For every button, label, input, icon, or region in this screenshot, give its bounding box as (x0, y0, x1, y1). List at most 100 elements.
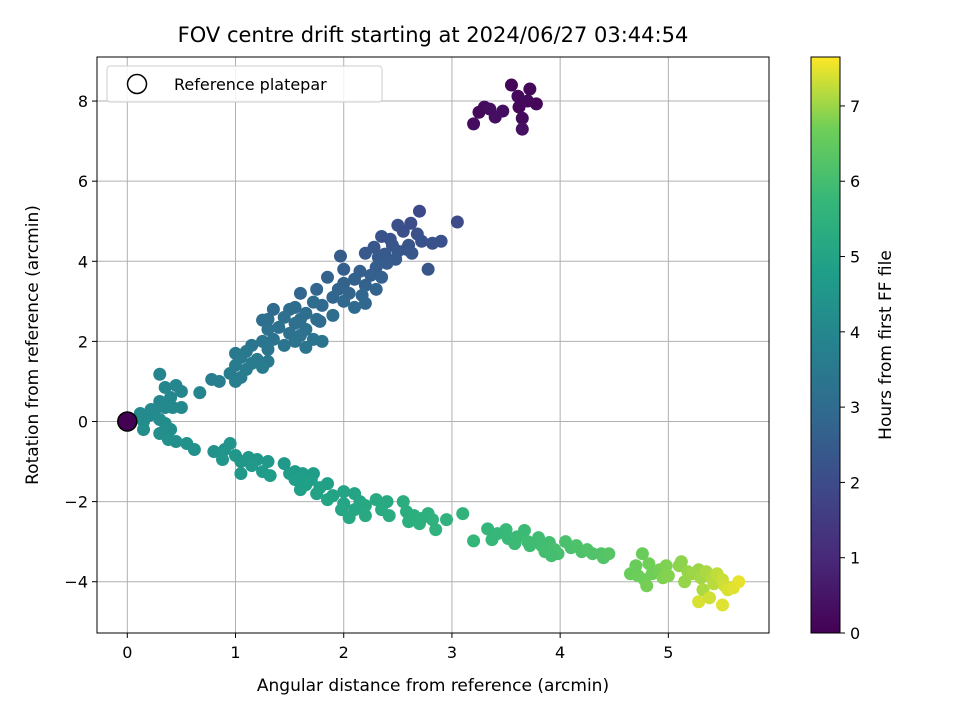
data-point (144, 402, 158, 416)
colorbar-gradient (810, 56, 841, 634)
data-point (205, 372, 219, 386)
data-points (117, 78, 746, 612)
data-point (133, 406, 147, 420)
data-point (481, 522, 495, 536)
data-point (421, 262, 435, 276)
colorbar-tick-label: 7 (850, 97, 860, 116)
data-point (483, 102, 497, 116)
data-point (229, 374, 243, 388)
data-point (277, 338, 291, 352)
data-point (234, 467, 248, 481)
data-point (467, 534, 481, 548)
data-point (272, 320, 286, 334)
colorbar-ticks: 0 1 2 3 4 5 6 7 (840, 97, 860, 643)
data-point (396, 495, 410, 509)
data-point (277, 457, 291, 471)
data-point (310, 487, 324, 501)
data-point (412, 204, 426, 218)
x-axis-ticks: 0 1 2 3 4 5 (122, 633, 673, 662)
data-point (337, 262, 351, 276)
x-tick-label: 5 (663, 643, 673, 662)
data-point (153, 367, 167, 381)
data-point (375, 270, 389, 284)
data-point (674, 555, 688, 569)
data-point (256, 360, 270, 374)
data-point (450, 215, 464, 229)
data-point (266, 302, 280, 316)
colorbar: 0 1 2 3 4 5 6 7 Hours from first FF file (810, 56, 896, 643)
data-point (320, 493, 334, 507)
data-point (659, 559, 673, 573)
data-point (137, 423, 151, 437)
data-point (313, 314, 327, 328)
data-point (642, 557, 656, 571)
data-point (288, 334, 302, 348)
data-point (288, 316, 302, 330)
data-point (216, 453, 230, 467)
grid-lines (97, 57, 769, 633)
y-tick-label: 8 (78, 92, 88, 111)
data-point (218, 443, 232, 457)
data-point (415, 511, 429, 525)
data-point (293, 483, 307, 497)
colorbar-tick-label: 3 (850, 398, 860, 417)
data-point (429, 523, 443, 537)
x-tick-label: 1 (230, 643, 240, 662)
data-point (326, 308, 340, 322)
data-point (358, 509, 372, 523)
data-point (640, 579, 654, 593)
data-point (337, 485, 351, 499)
data-point (293, 286, 307, 300)
data-point (245, 459, 259, 473)
data-point (511, 89, 525, 103)
data-point (635, 547, 649, 561)
legend-reference-marker (126, 73, 148, 95)
colorbar-tick-label: 5 (850, 248, 860, 267)
x-tick-label: 4 (555, 643, 565, 662)
data-point (358, 296, 372, 310)
data-point (692, 595, 706, 609)
data-point (544, 549, 558, 563)
data-point (169, 435, 183, 449)
data-point (337, 294, 351, 308)
data-point (315, 334, 329, 348)
y-tick-label: 6 (78, 172, 88, 191)
y-tick-label: 4 (78, 252, 88, 271)
data-point (326, 290, 340, 304)
x-tick-label: 2 (339, 643, 349, 662)
colorbar-tick-label: 2 (850, 473, 860, 492)
data-point (415, 234, 429, 248)
data-point (256, 313, 270, 327)
data-point (732, 575, 746, 589)
data-point (164, 423, 178, 437)
data-point (456, 507, 470, 521)
data-point (348, 300, 362, 314)
legend: Reference platepar (106, 65, 383, 103)
y-axis-ticks: −4 −2 0 2 4 6 8 (64, 92, 97, 592)
data-point (517, 523, 531, 537)
data-point (602, 547, 616, 561)
data-point (629, 559, 643, 573)
data-point (348, 272, 362, 286)
chart-title: FOV centre drift starting at 2024/06/27 … (178, 23, 689, 47)
data-point (158, 380, 172, 394)
colorbar-tick-label: 6 (850, 172, 860, 191)
data-point (306, 295, 320, 309)
colorbar-title: Hours from first FF file (876, 250, 896, 440)
y-tick-label: 2 (78, 332, 88, 351)
y-tick-label: −4 (64, 573, 88, 592)
legend-box (106, 65, 383, 103)
data-point (207, 445, 221, 459)
x-tick-label: 0 (122, 643, 132, 662)
data-point (467, 117, 481, 131)
legend-entry-label: Reference platepar (174, 75, 327, 94)
data-point (399, 242, 413, 256)
data-point (364, 268, 378, 282)
x-tick-label: 3 (447, 643, 457, 662)
data-point (369, 493, 383, 507)
data-point (661, 569, 675, 583)
data-point (702, 591, 716, 605)
y-axis-title: Rotation from reference (arcmin) (23, 205, 43, 485)
data-point (164, 390, 178, 404)
